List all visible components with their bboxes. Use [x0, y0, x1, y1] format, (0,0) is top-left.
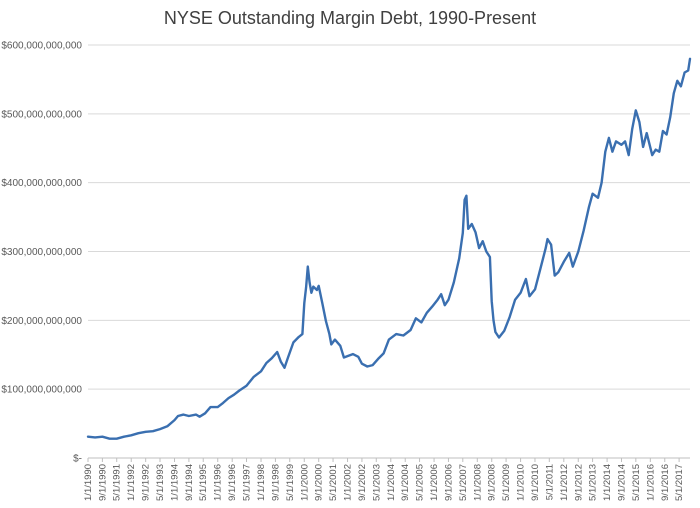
x-tick-label: 1/1/1990: [83, 464, 94, 501]
y-tick-label: $200,000,000,000: [1, 316, 82, 327]
x-tick-label: 1/1/2004: [386, 464, 397, 501]
x-tick-label: 9/1/2008: [487, 464, 498, 501]
x-tick-label: 1/1/2000: [299, 464, 310, 501]
y-tick-label: $100,000,000,000: [1, 385, 82, 396]
x-tick-label: 5/1/2009: [501, 464, 512, 501]
x-tick-label: 1/1/1996: [213, 464, 224, 501]
x-tick-label: 5/1/1993: [155, 464, 166, 501]
y-tick-label: $600,000,000,000: [1, 41, 82, 52]
x-tick-label: 5/1/2015: [631, 464, 642, 501]
x-tick-label: 5/1/2011: [544, 464, 555, 500]
x-tick-label: 1/1/2016: [645, 464, 656, 501]
x-tick-label: 5/1/1999: [285, 464, 296, 501]
x-tick-label: 1/1/1992: [126, 464, 137, 501]
x-tick-label: 5/1/2005: [415, 464, 426, 501]
x-tick-label: 1/1/1994: [170, 464, 181, 501]
x-tick-label: 5/1/1995: [198, 464, 209, 501]
x-tick-label: 5/1/2013: [588, 464, 599, 501]
x-tick-label: 1/1/2008: [472, 464, 483, 501]
x-tick-label: 9/1/2002: [357, 464, 368, 501]
x-tick-label: 9/1/2006: [443, 464, 454, 501]
x-tick-label: 9/1/1994: [184, 464, 195, 501]
x-tick-label: 9/1/1998: [270, 464, 281, 501]
y-tick-label: $300,000,000,000: [1, 247, 82, 258]
x-tick-label: 9/1/1990: [97, 464, 108, 501]
series-line: [86, 57, 692, 440]
y-tick-label: $-: [73, 454, 82, 465]
x-tick-label: 9/1/1992: [141, 464, 152, 501]
x-tick-label: 5/1/1997: [242, 464, 253, 501]
x-tick-label: 9/1/2016: [660, 464, 671, 501]
x-tick-label: 5/1/2001: [328, 464, 339, 501]
chart-title: NYSE Outstanding Margin Debt, 1990-Prese…: [163, 8, 537, 28]
x-tick-label: 1/1/2014: [602, 464, 613, 501]
x-tick-label: 9/1/2004: [400, 464, 411, 501]
x-tick-label: 9/1/2012: [573, 464, 584, 501]
x-tick-label: 9/1/1996: [227, 464, 238, 501]
x-tick-label: 1/1/2012: [559, 464, 570, 501]
x-tick-label: 9/1/2014: [616, 464, 627, 501]
x-tick-label: 5/1/1991: [112, 464, 123, 501]
y-tick-label: $400,000,000,000: [1, 178, 82, 189]
x-tick-label: 1/1/1998: [256, 464, 267, 501]
y-tick-label: $500,000,000,000: [1, 109, 82, 120]
x-tick-label: 5/1/2017: [674, 464, 685, 501]
x-tick-label: 1/1/2002: [343, 464, 354, 501]
x-tick-label: 1/1/2006: [429, 464, 440, 501]
x-tick-label: 5/1/2007: [458, 464, 469, 501]
x-tick-label: 5/1/2003: [371, 464, 382, 501]
x-tick-label: 9/1/2010: [530, 464, 541, 501]
x-tick-label: 9/1/2000: [314, 464, 325, 501]
x-tick-label: 1/1/2010: [516, 464, 527, 501]
